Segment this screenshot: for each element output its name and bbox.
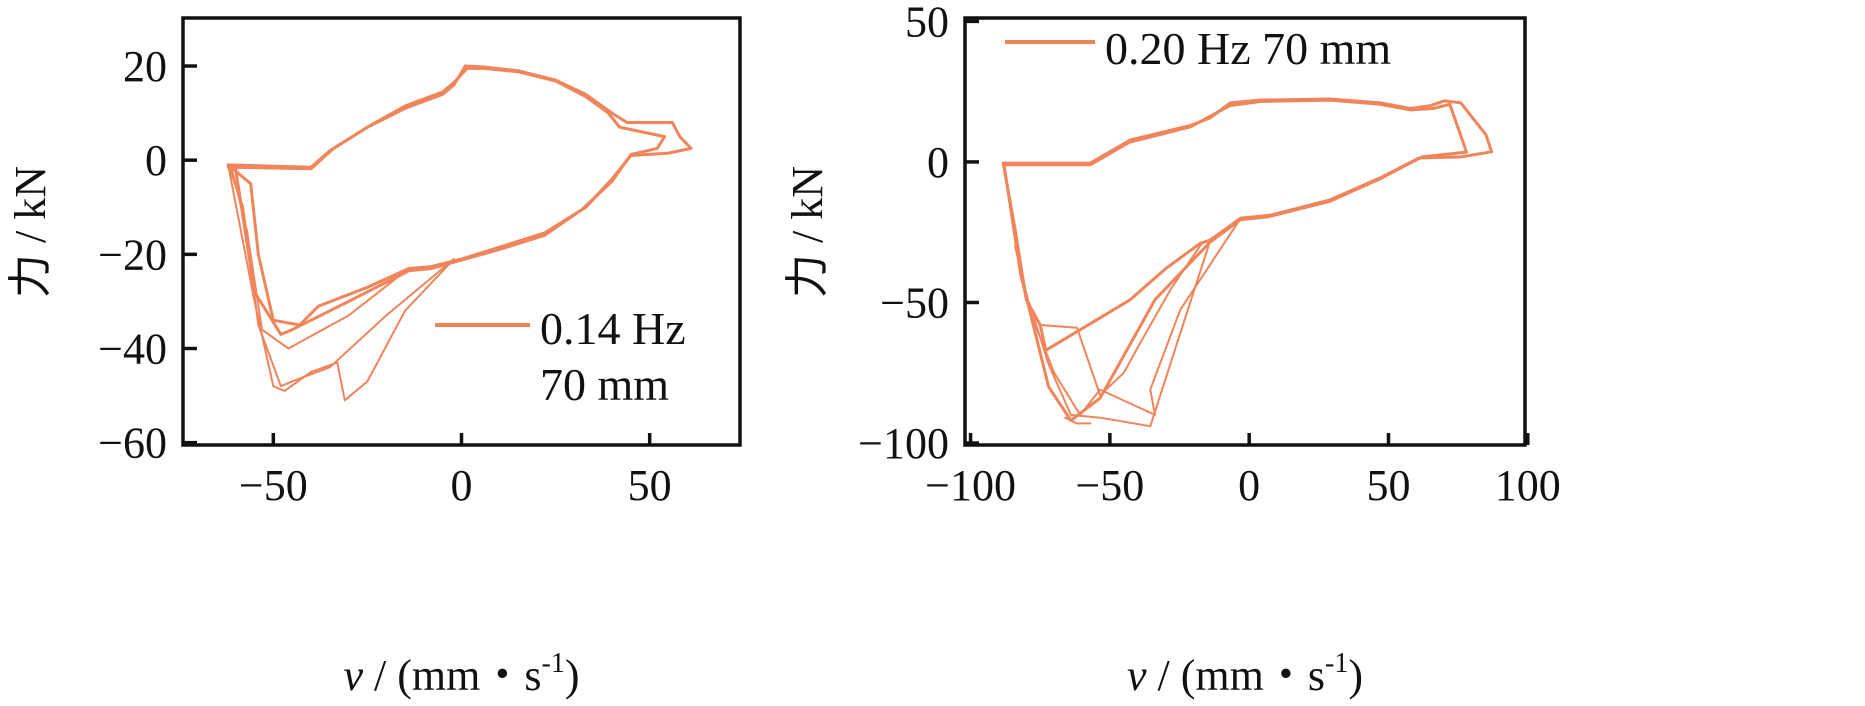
plot-frame [963,16,1527,447]
x-tick-label: 0 [1238,461,1260,510]
x-axis-label: v / (mm・s-1) [1127,648,1363,700]
series-line-cycle [226,64,693,327]
x-axis-label-variable: v [344,651,364,700]
y-tick-label: 50 [905,0,949,46]
x-axis-label-close: ) [1348,651,1363,700]
y-tick-label: 20 [123,42,167,91]
series-line-cycle [227,163,455,388]
y-tick-label: 0 [145,136,167,185]
y-tick-label: 0 [927,138,949,187]
x-axis-label: v / (mm・s-1) [344,648,580,700]
series-line-cycle [1002,98,1468,422]
x-axis-label-superscript: -1 [1325,648,1348,679]
y-axis-label: 力 / kN [6,166,55,298]
x-tick-label: 50 [1366,461,1410,510]
x-axis-label-unit: / (mm・s [363,651,541,700]
x-axis-label-unit: / (mm・s [1147,651,1325,700]
y-tick-label: −100 [858,419,949,468]
y-tick-label: −40 [98,324,167,373]
y-axis-label: 力 / kN [783,166,832,298]
y-tick-label: −50 [880,278,949,327]
series-line-cycle [1039,242,1203,397]
x-tick-label: −100 [925,461,1016,510]
series-line-cycle [1064,416,1092,425]
legend-label: 0.20 Hz 70 mm [1105,23,1391,74]
y-tick-label: −60 [98,419,167,468]
x-tick-label: −50 [239,461,308,510]
x-tick-label: 0 [451,461,473,510]
x-tick-label: 100 [1495,461,1561,510]
chart-panel-1: −50 0 50 20 0 −20 −40 −60 力 / kN v / (mm・s-1) 0.14… [6,16,742,700]
x-axis-label-close: ) [565,651,580,700]
x-tick-label: −50 [1075,461,1144,510]
series-line-cycle [1001,97,1494,352]
legend-label: 0.14 Hz [540,303,686,354]
x-axis-label-variable: v [1127,651,1147,700]
x-tick-label: 50 [628,461,672,510]
chart-panel-2: −100 −50 0 50 100 50 0 −50 −100 力 / kN v / (mm・s-1… [783,0,1561,700]
series-line-cycle [1028,217,1242,428]
series-line-cycle [227,163,455,402]
y-tick-label: −20 [98,230,167,279]
legend-label: 70 mm [540,359,669,410]
series-line-cycle [226,66,667,336]
x-axis-label-superscript: -1 [542,648,565,679]
